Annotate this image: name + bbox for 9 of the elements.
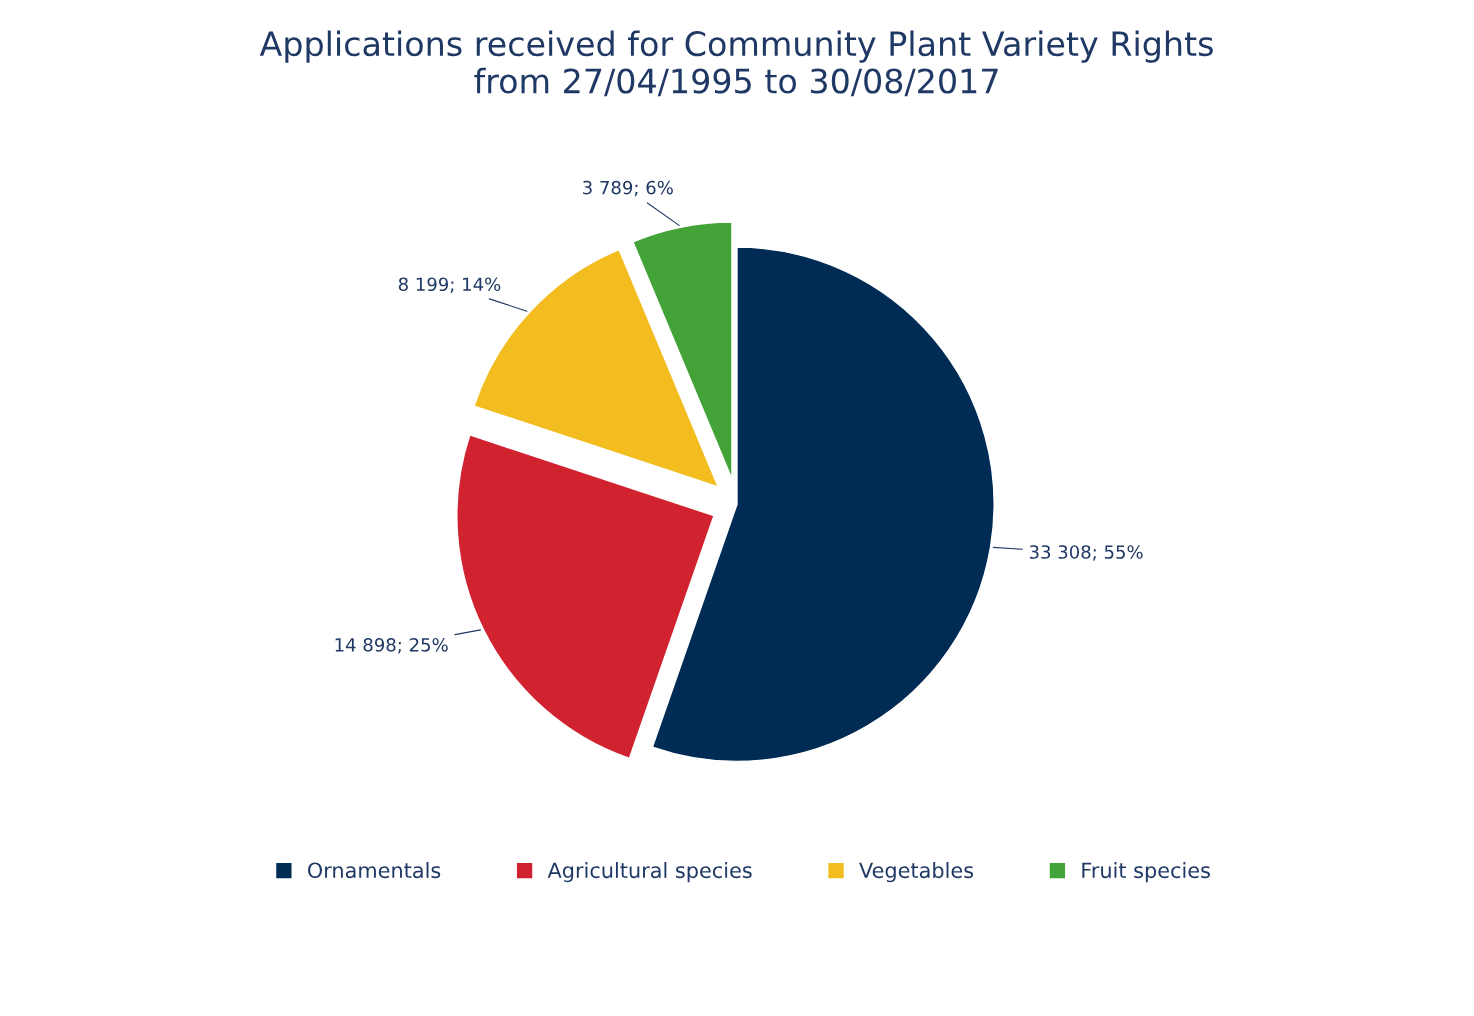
data-label: 14 898; 25% (335, 637, 448, 654)
data-label: 8 199; 14% (398, 277, 501, 293)
legend-label: Agricultural species (547, 862, 752, 883)
data-label: 33 308; 55% (1029, 545, 1143, 561)
legend-label: Ornamentals (307, 862, 441, 879)
legend-label: Vegetables (859, 862, 974, 883)
data-label: 3 789; 6% (583, 180, 673, 197)
chart-title: Applications received for Community Plant Variety Rights from 27/04/1995 to 30/08/2017 (259, 30, 1213, 97)
legend-label: Fruit species (1082, 862, 1210, 883)
